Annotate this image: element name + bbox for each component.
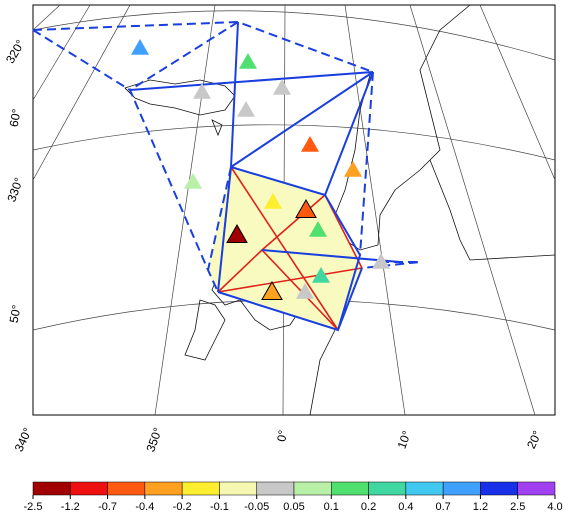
colorbar-segment: [293, 481, 332, 496]
graticule-label: 340°: [12, 425, 35, 454]
colorbar-label: 0.4: [398, 501, 413, 513]
station-marker: [239, 53, 257, 69]
colorbar-label: -1.2: [61, 501, 80, 513]
station-marker: [184, 173, 202, 189]
station-marker: [273, 79, 291, 95]
colorbar-segment: [480, 481, 518, 496]
station-marker: [237, 101, 255, 117]
colorbar-segment: [107, 481, 146, 496]
graticule-label: 20°: [524, 428, 544, 451]
colorbar-label: 1.2: [473, 501, 488, 513]
station-marker: [344, 161, 362, 177]
colorbar-segment: [70, 481, 108, 496]
colorbar-segment: [331, 481, 369, 496]
station-marker: [226, 223, 248, 243]
station-marker: [309, 221, 327, 237]
colorbar-label: 0.2: [361, 501, 376, 513]
graticule-label: 50°: [7, 304, 24, 324]
graticule-label: 330°: [4, 175, 26, 203]
station-marker: [261, 280, 283, 300]
graticule-label: 350°: [143, 425, 165, 453]
graticule: [32, 4, 556, 416]
colorbar-label: 0.05: [283, 501, 304, 513]
colorbar-segment: [517, 481, 556, 496]
colorbar-label: 4.0: [547, 501, 562, 513]
colorbar-segment: [32, 481, 71, 496]
colorbar-label: -0.1: [210, 501, 229, 513]
colorbar-label: 0.1: [324, 501, 339, 513]
colorbar-segment: [219, 481, 257, 496]
colorbar-label: 0.7: [435, 501, 450, 513]
station-marker: [301, 136, 319, 152]
colorbar-segment: [181, 481, 220, 496]
colorbar-segment: [144, 481, 183, 496]
colorbar-label: -0.7: [98, 501, 117, 513]
station-marker: [193, 83, 211, 99]
graticule-label: 10°: [395, 429, 414, 451]
colorbar-label: -2.5: [24, 501, 43, 513]
station-marker: [295, 198, 317, 218]
colorbar-segment: [368, 481, 407, 496]
colorbar-label: -0.4: [135, 501, 154, 513]
station-marker: [264, 193, 282, 209]
colorbar-segment: [256, 481, 295, 496]
colorbar-label: 2.5: [510, 501, 525, 513]
graticule-label: 320°: [3, 37, 28, 66]
station-marker: [296, 283, 314, 299]
graticule-label: 60°: [7, 108, 24, 128]
network-lines: [32, 20, 421, 332]
station-marker: [312, 267, 330, 283]
graticule-label: 0°: [274, 429, 290, 443]
colorbar-label: -0.05: [244, 501, 269, 513]
colorbar-segment: [442, 481, 481, 496]
station-marker: [372, 253, 390, 269]
colorbar-label: -0.2: [173, 501, 192, 513]
colorbar-segment: [405, 481, 444, 496]
station-marker: [131, 39, 149, 55]
